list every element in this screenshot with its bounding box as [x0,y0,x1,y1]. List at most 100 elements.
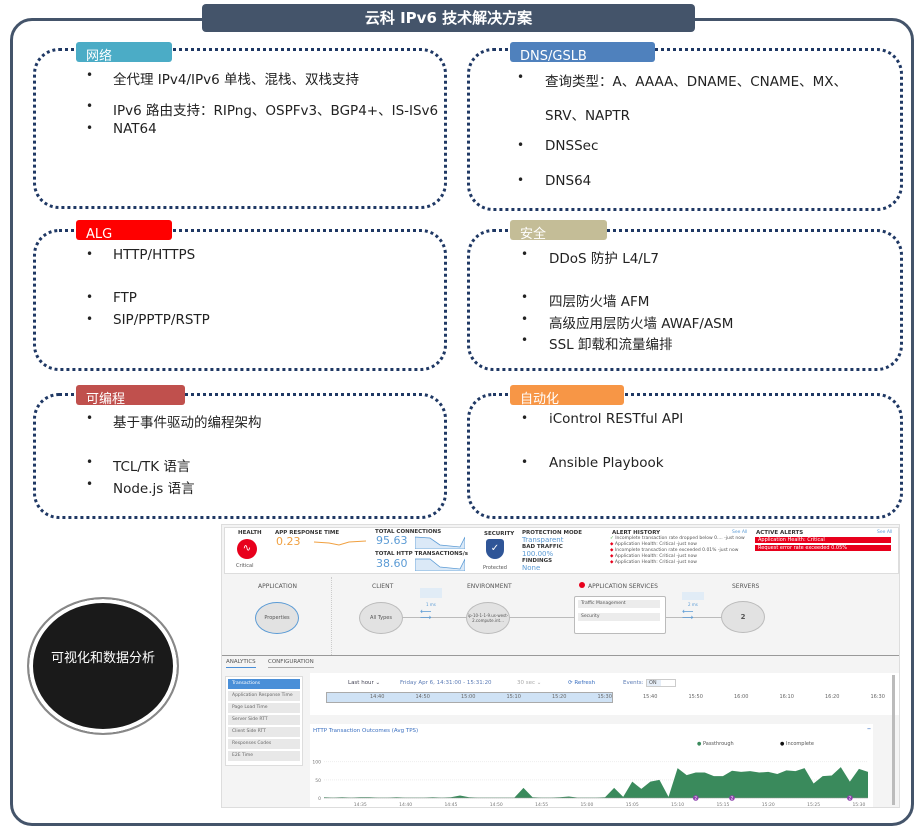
timeline-tick: 15:20 [552,694,567,700]
bullet-icon: • [86,290,94,304]
menu-item[interactable]: E2E Time [228,751,300,761]
connections-label: TOTAL CONNECTIONS [375,529,442,535]
page-title: 云科 IPv6 技术解决方案 [202,4,695,32]
bullet-icon: • [521,312,529,326]
security-status: Protected [483,565,507,571]
card-item: FTP [113,290,137,306]
transaction-chart: 0 50 100 14:35 14:40 14:45 14:50 14:55 15:00 15:0… [312,760,868,808]
menu-item[interactable]: Page Load Time [228,703,300,713]
refresh-button[interactable]: ⟳ Refresh [568,680,596,686]
properties-node[interactable]: Properties [255,602,299,634]
active-alerts-see-all[interactable]: See All [877,530,893,535]
legend-incomplete[interactable]: ● Incomplete [780,741,814,747]
bullet-icon: • [521,455,529,469]
check-icon: ✓ [610,536,614,541]
alert-history-see-all[interactable]: See All [732,530,748,535]
active-alert[interactable]: Application Health: Critical [755,537,891,543]
bullet-icon: • [86,411,94,425]
bullet-icon: • [517,173,525,187]
environment-node[interactable]: ip-10-1-1-9.us-west-2.compute.int... [466,602,510,634]
menu-item[interactable]: Responses Codes [228,739,300,749]
x-tick-label: 14:35 [354,802,367,808]
alert-text: Application Health: Critical -just now [614,560,697,565]
menu-item[interactable]: Client Side RTT [228,727,300,737]
bullet-icon: • [521,411,529,425]
timeline-tick: 15:30 [597,694,612,700]
menu-item[interactable]: Server Side RTT [228,715,300,725]
card-label: 网络 [76,42,172,62]
legend-passthrough[interactable]: ● Passthrough [697,741,734,747]
collapse-icon[interactable]: – [867,724,871,733]
interval-select[interactable]: 30 sec ⌄ [517,680,542,686]
card-item: 高级应用层防火墙 AWAF/ASM [549,316,734,332]
scrollbar[interactable] [892,675,895,805]
analytics-dashboard-screenshot: HEALTH ∿ Critical APP RESPONSE TIME 0.23… [221,524,900,808]
events-toggle[interactable]: ON [646,679,676,687]
x-tick-label: 15:30 [852,802,865,808]
card-label: 自动化 [510,385,624,405]
server-latency: 2 ms [688,602,698,607]
card-item: TCL/TK 语言 [113,459,191,475]
event-marker [847,795,853,801]
alert-history-item: ◆ Application Health: Critical -just now [610,542,745,548]
alert-icon: ◆ [610,560,614,565]
bullet-icon: • [517,138,525,152]
x-tick-label: 15:00 [580,802,593,808]
card-item: 全代理 IPv4/IPv6 单栈、混栈、双栈支持 [113,72,360,88]
card-item: HTTP/HTTPS [113,247,196,263]
bullet-icon: • [517,70,525,84]
traffic-arrows-icon: ⟵ ⟶ [420,607,432,622]
servers-node[interactable]: 2 [721,601,765,633]
bad-traffic-label: BAD TRAFFIC [522,544,563,550]
application-label: APPLICATION [258,583,297,590]
card-item: 查询类型：A、AAAA、DNAME、CNAME、MX、 [545,74,848,90]
bullet-icon: • [86,68,94,82]
alert-history-label: ALERT HISTORY [612,530,661,536]
alert-history-item: ◆ Application Health: Critical -just now [610,554,745,560]
timeline-tick: 16:30 [870,694,885,700]
app-response-sparkline [314,540,366,546]
client-label: CLIENT [372,583,394,590]
findings-label: FINDINGS [522,558,553,564]
badge-text: 可视化和数据分析 [50,651,155,666]
topology-link [372,617,762,618]
visualization-badge: 可视化和数据分析 [27,597,179,735]
event-marker-label: 2 [731,796,734,801]
active-alert[interactable]: Request error rate exceeded 0.05% [755,545,891,551]
events-label: Events: [623,680,644,686]
feature-card [467,48,903,211]
legend-label: Passthrough [702,741,734,747]
bullet-icon: • [86,312,94,326]
security-item[interactable]: Security [578,613,660,621]
card-item: iControl RESTful API [549,411,684,427]
event-marker-label: 2 [849,796,852,801]
findings-value: None [522,564,541,572]
timeline-tick: 16:10 [779,694,794,700]
card-item: Ansible Playbook [549,455,664,471]
client-node[interactable]: All Types [359,602,403,634]
menu-item[interactable]: Transactions [228,679,300,689]
protection-mode-label: PROTECTION MODE [522,530,582,536]
health-label: HEALTH [238,530,262,536]
client-latency: 1 ms [426,602,436,607]
traffic-management-item[interactable]: Traffic Management [578,600,660,608]
feature-card [33,393,447,519]
period-text: Friday Apr 6, 14:31:00 - 15:31:20 [400,680,492,686]
timeline-selection[interactable] [326,692,613,703]
feature-card [467,229,903,371]
card-item: IPv6 路由支持：RIPng、OSPFv3、BGP4+、IS-ISv6 [113,103,439,119]
card-item: NAT64 [113,121,157,137]
card-item: DNSSec [545,138,599,154]
menu-item[interactable]: Application Response Time [228,691,300,701]
bullet-icon: • [86,121,94,135]
alert-text: Application Health: Critical -just now [614,542,697,547]
bullet-icon: • [521,290,529,304]
servers-label: SERVERS [732,583,760,590]
x-tick-label: 15:15 [716,802,729,808]
timeline-tick: 14:40 [370,694,385,700]
card-label: ALG [76,220,172,240]
timeline-tick: 15:00 [461,694,476,700]
range-select[interactable]: Last hour ⌄ [348,680,381,686]
tab-configuration[interactable]: CONFIGURATION [268,659,314,668]
tab-analytics[interactable]: ANALYTICS [226,659,256,668]
